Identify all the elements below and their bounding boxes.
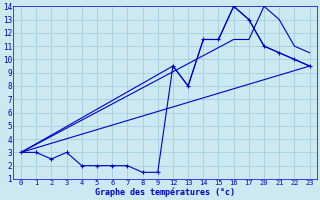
X-axis label: Graphe des températures (°c): Graphe des températures (°c) bbox=[95, 188, 235, 197]
